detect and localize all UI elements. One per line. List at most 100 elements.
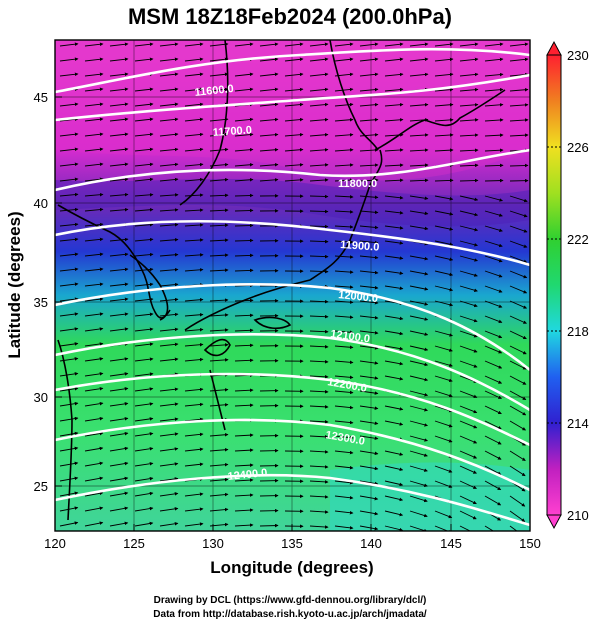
wind-arrow (84, 416, 104, 422)
wind-arrow (334, 240, 354, 244)
wind-arrow (309, 510, 329, 514)
wind-arrow (209, 147, 229, 152)
colorbar-tick: 222 (567, 232, 589, 247)
wind-arrow (309, 465, 329, 469)
wind-arrow (134, 193, 154, 197)
wind-arrow (484, 210, 503, 217)
wind-arrow (484, 87, 504, 92)
wind-arrow (184, 162, 204, 167)
wind-arrow (159, 327, 179, 332)
wind-arrow (509, 510, 526, 522)
wind-arrow (109, 162, 129, 167)
wind-arrow (334, 255, 354, 259)
contour-label: 11700.0 (212, 124, 252, 139)
wind-arrow (259, 87, 279, 92)
wind-arrow (134, 387, 154, 392)
wind-arrow (359, 210, 379, 215)
wind-arrow (484, 57, 504, 62)
wind-arrow (234, 478, 254, 482)
wind-arrow (309, 495, 329, 499)
contour-label: 12000.0 (338, 289, 379, 305)
wind-arrow (384, 450, 404, 456)
wind-arrow (59, 72, 79, 77)
wind-arrow (509, 118, 529, 122)
wind-arrow (484, 118, 504, 122)
wind-arrow (109, 387, 129, 392)
wind-arrow (284, 132, 304, 137)
wind-arrow (134, 491, 154, 497)
wind-arrow (309, 359, 329, 364)
contour-label: 12100.0 (330, 328, 371, 345)
wind-arrow (59, 357, 79, 362)
wind-arrow (284, 117, 304, 122)
wind-arrow (109, 506, 129, 512)
wind-arrow (259, 178, 279, 182)
wind-arrow (459, 72, 479, 77)
wind-arrow (409, 405, 428, 412)
wind-arrow (109, 132, 129, 137)
wind-arrow (84, 476, 104, 482)
wind-arrow (134, 177, 154, 182)
wind-arrow (59, 416, 79, 422)
wind-arrow (59, 312, 79, 317)
wind-arrow (109, 357, 129, 362)
contour-12200 (55, 372, 530, 447)
wind-arrow (434, 225, 454, 231)
wind-arrow (134, 461, 154, 467)
wind-arrow (309, 148, 329, 152)
wind-arrow (384, 178, 404, 183)
wind-arrow (409, 435, 428, 442)
wind-arrow (484, 375, 503, 384)
wind-arrow (459, 178, 479, 183)
wind-arrow (309, 374, 329, 379)
wind-arrow (509, 87, 529, 92)
wind-arrow (359, 195, 379, 200)
wind-arrow (334, 510, 354, 515)
wind-arrow (234, 403, 254, 408)
y-tick-label: 25 (34, 479, 48, 494)
wind-arrow (459, 525, 472, 531)
wind-arrow (309, 344, 329, 349)
wind-arrow (359, 133, 379, 137)
wind-arrow (59, 461, 79, 467)
wind-arrow (434, 210, 454, 216)
wind-arrow (84, 267, 104, 272)
wind-arrow (134, 312, 154, 317)
wind-arrow (309, 480, 329, 484)
wind-arrow (234, 313, 254, 318)
wind-arrow (359, 72, 379, 77)
wind-arrow (484, 195, 503, 202)
wind-arrow (134, 162, 154, 167)
wind-arrow (334, 195, 354, 199)
height-contours (55, 47, 530, 527)
wind-arrow (84, 491, 104, 497)
wind-arrow (334, 133, 354, 137)
wind-arrow (434, 285, 454, 292)
wind-arrow (334, 495, 354, 500)
wind-arrow (459, 87, 479, 92)
x-tick-label: 150 (519, 536, 541, 551)
wind-arrow (184, 208, 204, 212)
wind-arrow (134, 282, 154, 287)
wind-arrow (59, 222, 79, 227)
wind-arrow (59, 282, 79, 287)
wind-arrow (234, 508, 254, 512)
wind-arrow (509, 210, 528, 218)
wind-arrow (459, 225, 479, 232)
wind-arrow (384, 405, 404, 411)
wind-arrow (209, 268, 229, 272)
wind-arrow (334, 330, 354, 335)
wind-arrow (84, 312, 104, 317)
wind-arrow (284, 87, 304, 92)
coastlines (57, 40, 506, 521)
wind-arrow (134, 417, 154, 422)
wind-arrow (109, 446, 129, 452)
wind-arrow (84, 401, 104, 407)
wind-arrow (459, 405, 478, 414)
wind-arrow (484, 390, 502, 399)
wind-arrow (309, 450, 329, 454)
wind-arrow (184, 342, 204, 347)
wind-arrow (259, 147, 279, 152)
wind-arrow (434, 102, 454, 107)
